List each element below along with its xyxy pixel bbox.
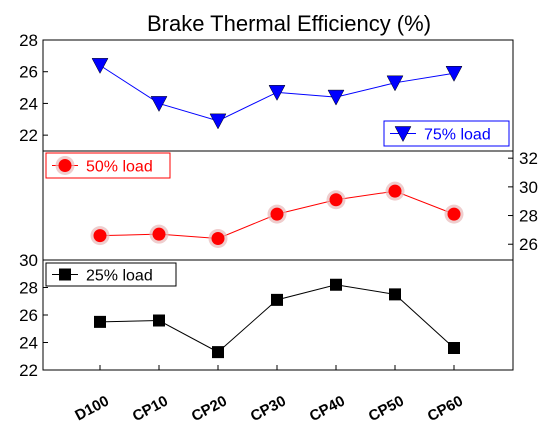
y-tick-label: 24 (19, 94, 38, 113)
y-tick-label: 28 (19, 279, 38, 298)
data-point-d100 (90, 226, 110, 246)
y-tick-label: 22 (19, 361, 38, 380)
y-tick-label: 30 (519, 178, 538, 197)
data-point-cp60 (444, 204, 464, 224)
data-point-cp40 (330, 278, 342, 291)
x-tick-label-d100: D100 (72, 393, 112, 425)
chart-title: Brake Thermal Efficiency (%) (147, 11, 431, 36)
legend-2: 50% load (45, 152, 171, 179)
data-point-cp30 (268, 85, 286, 101)
legend-box (383, 120, 510, 147)
legend-box (45, 262, 177, 287)
data-point-d100 (94, 315, 106, 328)
x-tick-label-cp60: CP60 (425, 393, 466, 426)
x-tick-label-cp30: CP30 (248, 393, 289, 426)
y-tick-label: 32 (519, 149, 538, 168)
panel-3: 22 24 26 28 30 25% load (19, 251, 514, 380)
x-tick-label-cp40: CP40 (307, 393, 348, 426)
legend-marker (59, 268, 71, 281)
legend-marker (394, 126, 412, 143)
panel-1: 22 24 26 28 75% load (19, 31, 514, 152)
x-tick-label-cp50: CP50 (366, 393, 407, 426)
y-tick-label: 26 (19, 63, 38, 82)
legend-label: 25% load (86, 268, 153, 285)
legend-3: 25% load (45, 262, 177, 287)
x-tick-label-cp20: CP20 (189, 393, 230, 426)
data-point-cp60 (448, 342, 460, 354)
y-tick-label: 22 (19, 126, 38, 145)
legend-1: 75% load (383, 120, 510, 147)
data-point-cp20 (209, 113, 227, 130)
y-tick-label: 28 (519, 207, 538, 226)
data-point-cp10 (150, 96, 168, 112)
data-point-cp30 (267, 204, 287, 224)
chart-panels: 22 24 26 28 75% load 26 28 30 32 50% load 22 24 26 28… (19, 31, 538, 425)
data-point-cp10 (149, 224, 169, 244)
data-point-cp40 (326, 190, 346, 210)
y-tick-label: 28 (19, 31, 38, 50)
data-point-cp50 (385, 181, 405, 201)
data-point-d100 (91, 58, 109, 74)
data-point-cp10 (153, 314, 165, 327)
data-point-cp40 (327, 89, 345, 106)
data-point-cp20 (208, 228, 228, 248)
data-point-cp20 (212, 346, 224, 359)
legend-marker (55, 156, 75, 175)
legend-label: 75% load (424, 127, 491, 144)
y-tick-label: 30 (19, 251, 38, 270)
data-point-cp50 (386, 75, 404, 92)
panel-2: 26 28 30 32 50% load (42, 149, 538, 261)
legend-label: 50% load (86, 159, 153, 176)
y-tick-label: 26 (19, 306, 38, 325)
y-tick-label: 26 (519, 235, 538, 254)
data-point-cp30 (271, 293, 283, 306)
data-point-cp60 (445, 66, 463, 82)
x-tick-label-cp10: CP10 (130, 393, 171, 426)
y-tick-label: 24 (19, 334, 38, 353)
data-point-cp50 (389, 288, 401, 301)
